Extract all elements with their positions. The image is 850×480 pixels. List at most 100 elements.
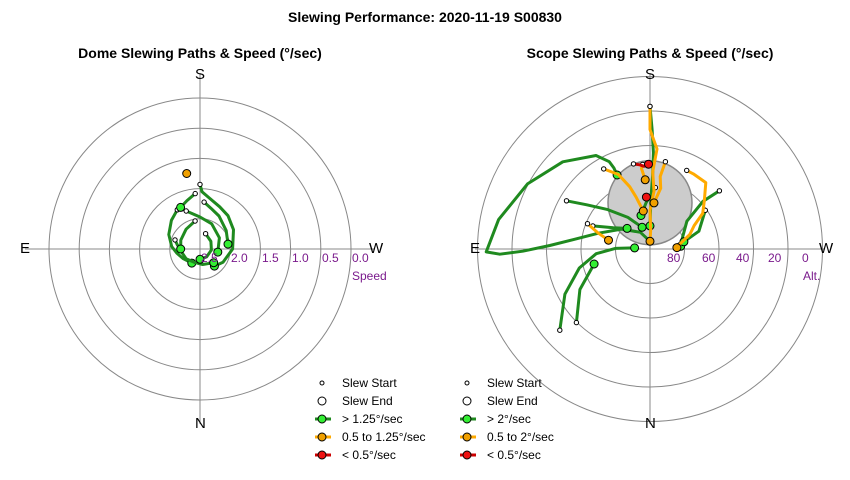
scope-slew-start-marker	[716, 188, 723, 194]
dome-slew-start-marker	[172, 237, 178, 243]
dome-legend-slew-end: Slew End	[342, 394, 393, 408]
dome-legend-slew-start: Slew Start	[342, 376, 397, 390]
scope-slew-path	[675, 169, 708, 249]
scope-slew-end-marker	[649, 198, 659, 208]
scope-slew-path	[652, 161, 667, 204]
scope-slew-start-marker	[557, 327, 563, 333]
scope-axis-label: Alt.	[803, 269, 821, 283]
scope-compass-left: E	[470, 240, 481, 257]
scope-slew-start-marker	[630, 161, 637, 167]
scope-slew-start-marker	[662, 159, 669, 165]
dome-compass-right: W	[369, 240, 384, 257]
scope-tick-label: 0	[802, 251, 809, 265]
dome-slew-end-marker	[209, 258, 219, 268]
dome-tick-label: 2.5	[201, 251, 218, 265]
scope-legend-slew-end: Slew End	[487, 394, 538, 408]
dome-slew-path	[179, 219, 214, 266]
main-title: Slewing Performance: 2020-11-19 S00830	[288, 9, 562, 25]
dome-slew-path	[198, 184, 235, 268]
legend-symbols	[315, 380, 476, 460]
scope-slew-end-marker	[640, 175, 650, 185]
dome-slew-path	[185, 209, 221, 253]
scope-legend-marker-symbol	[462, 450, 472, 460]
dome-slew-end-marker	[195, 254, 205, 264]
scope-compass-right: W	[819, 240, 834, 257]
dome-slew-start-marker	[192, 190, 198, 197]
scope-legend-slow: < 0.5°/sec	[487, 448, 541, 462]
scope-slew-end-marker	[630, 243, 640, 253]
dome-slew-paths	[167, 169, 235, 271]
scope-legend-marker-symbol	[462, 414, 472, 424]
dome-tick-label: 1.0	[292, 251, 309, 265]
scope-slew-path	[566, 199, 643, 229]
scope-slew-start-marker	[573, 319, 580, 326]
dome-legend-marker-symbol	[317, 414, 327, 424]
scope-slew-path	[683, 209, 707, 244]
scope-slew-path	[648, 106, 659, 242]
dome-slew-path	[167, 209, 193, 265]
scope-slew-path	[574, 263, 596, 323]
scope-slew-end-marker	[638, 206, 648, 216]
dome-compass-left: E	[20, 240, 31, 257]
scope-slew-start-marker	[584, 221, 591, 227]
scope-legend-marker-symbol	[462, 432, 472, 442]
scope-legend-fast: > 2°/sec	[487, 412, 531, 426]
scope-slew-end-marker	[641, 192, 651, 202]
scope-tick-label: 20	[768, 251, 782, 265]
scope-slew-end-marker	[644, 159, 653, 169]
scope-slew-path	[558, 246, 635, 331]
dome-legend-start-symbol	[319, 380, 325, 386]
dome-slew-start-marker	[192, 218, 198, 224]
scope-slew-start-marker	[647, 103, 653, 110]
dome-legend-end-symbol	[317, 396, 327, 406]
scope-legend-mid: 0.5 to 2°/sec	[487, 430, 554, 444]
dome-legend-slow: < 0.5°/sec	[342, 448, 396, 462]
scope-slew-end-marker	[622, 223, 632, 233]
dome-slew-path	[199, 232, 213, 261]
scope-slew-start-marker	[684, 167, 690, 174]
dome-slew-start-marker	[202, 231, 209, 237]
scope-slew-start-marker	[601, 166, 607, 172]
scope-tick-label: 60	[702, 251, 716, 265]
scope-legend-end-symbol	[462, 396, 472, 406]
scope-slew-end-marker	[604, 235, 613, 245]
scope-slew-end-marker	[637, 222, 647, 232]
dome-tick-label: 1.5	[262, 251, 279, 265]
dome-slew-end-marker	[176, 244, 186, 254]
dome-slew-start-marker	[197, 181, 203, 188]
scope-slew-path	[592, 224, 628, 230]
scope-slew-start-marker	[563, 198, 570, 204]
dome-compass-top: S	[195, 66, 206, 83]
dome-compass-bottom: N	[195, 415, 206, 432]
dome-slew-end-marker	[223, 239, 233, 249]
scope-slew-end-marker	[645, 236, 655, 246]
dome-tick-label: 0.0	[352, 251, 369, 265]
scope-slew-path	[484, 154, 652, 256]
dome-tick-label: 0.5	[322, 251, 339, 265]
dome-tick-label: 2.0	[231, 251, 248, 265]
scope-tick-label: 40	[736, 251, 750, 265]
dome-legend-mid: 0.5 to 1.25°/sec	[342, 430, 426, 444]
scope-slew-end-marker	[672, 243, 682, 253]
dome-legend-marker-symbol	[317, 450, 327, 460]
scope-slew-path	[603, 167, 645, 212]
scope-slew-paths	[484, 103, 723, 333]
dome-slew-path	[203, 200, 230, 245]
scope-compass-bottom: N	[645, 415, 656, 432]
dome-legend-fast: > 1.25°/sec	[342, 412, 403, 426]
dome-slew-start-marker	[183, 208, 189, 214]
scope-legend-slew-start: Slew Start	[487, 376, 542, 390]
scope-subtitle: Scope Slewing Paths & Speed (°/sec)	[526, 45, 774, 61]
scope-tick-label: 80	[667, 251, 681, 265]
dome-subtitle: Dome Slewing Paths & Speed (°/sec)	[78, 45, 322, 61]
dome-slew-end-marker	[213, 247, 223, 257]
scope-legend-start-symbol	[464, 380, 470, 386]
dome-slew-end-marker	[176, 202, 186, 212]
dome-polar-grid	[25, 74, 375, 424]
dome-legend-marker-symbol	[317, 432, 327, 442]
dome-axis-label: Speed	[352, 269, 387, 283]
scope-compass-top: S	[645, 66, 656, 83]
dome-slew-end-marker	[182, 169, 192, 178]
dome-slew-start-marker	[201, 199, 207, 205]
